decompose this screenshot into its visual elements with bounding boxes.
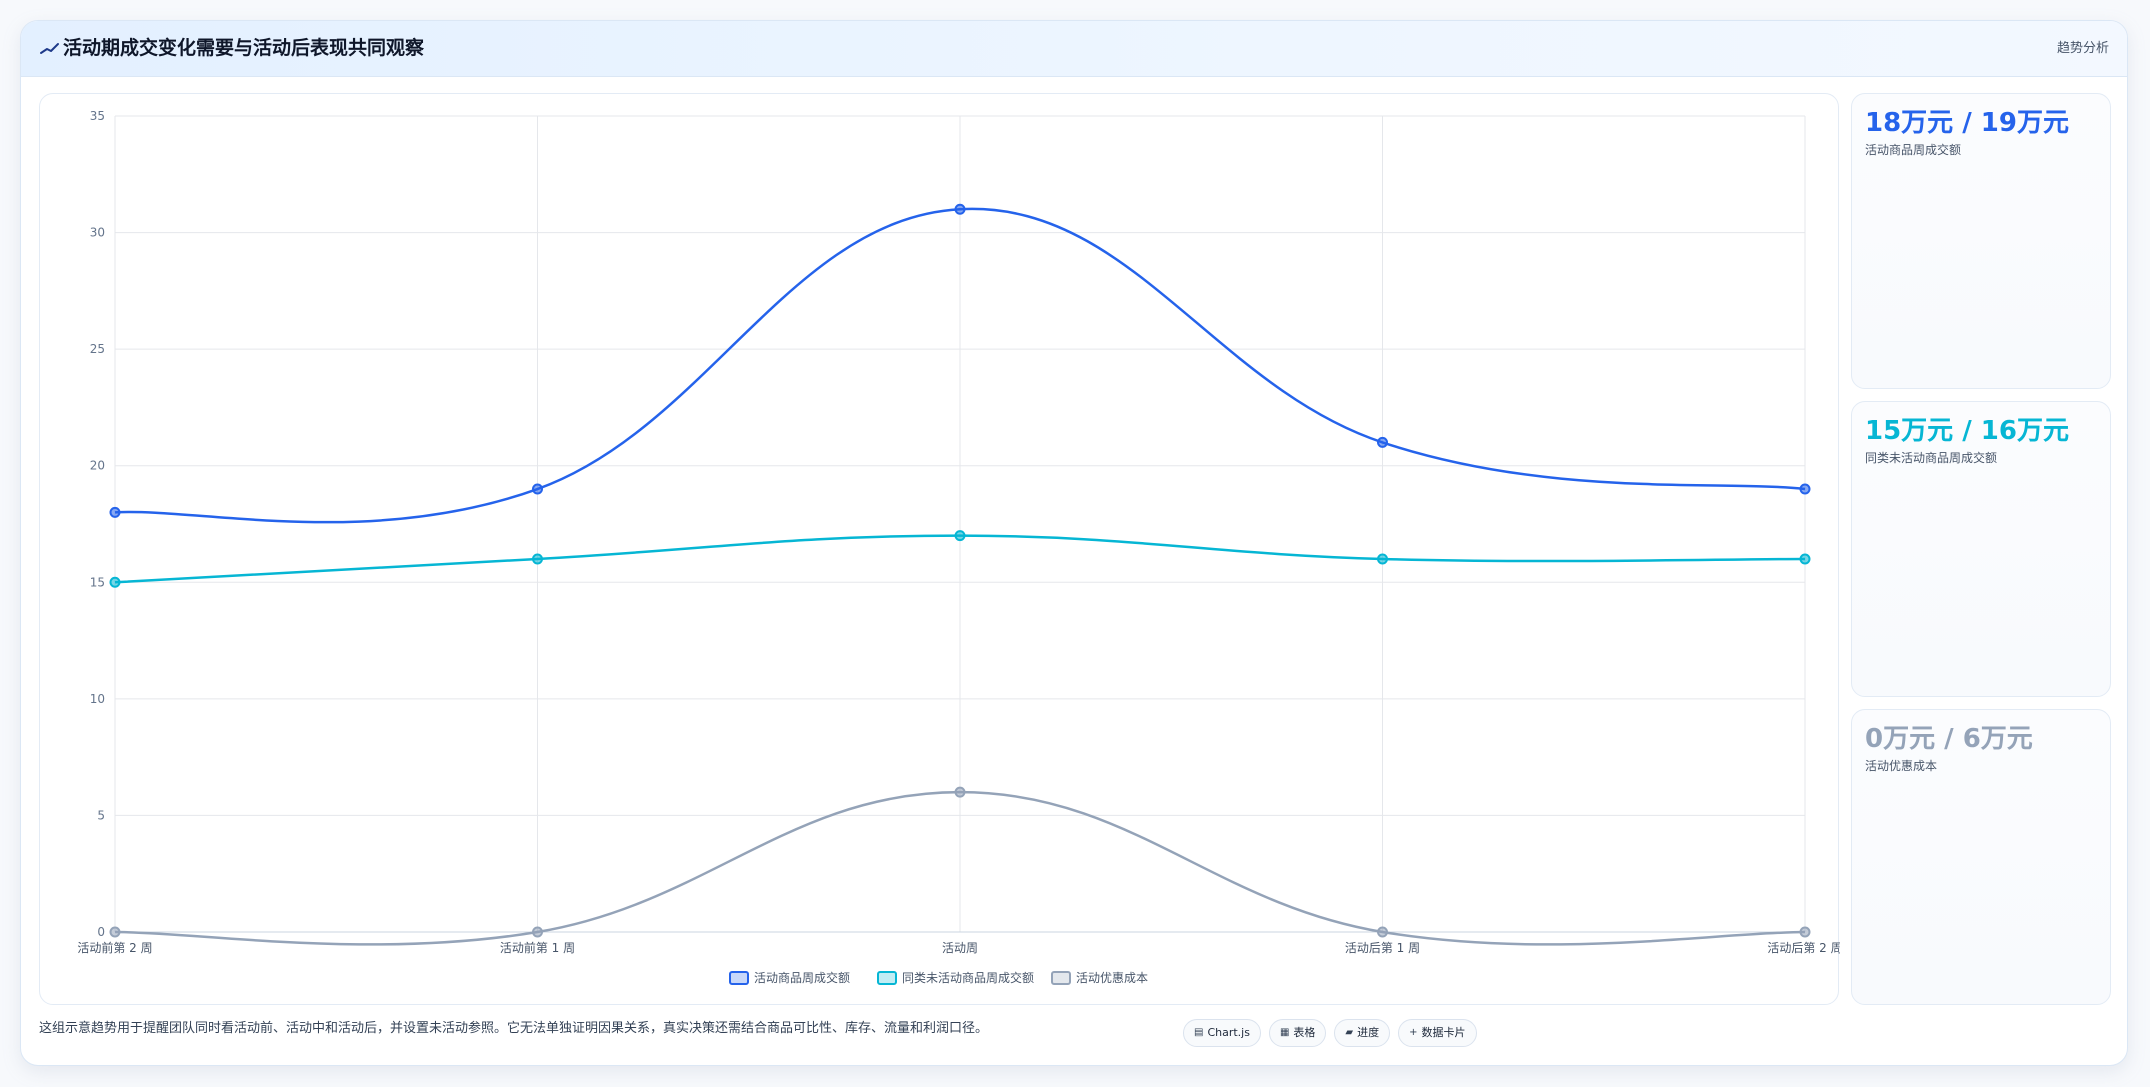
x-tick-label: 活动前第 1 周 — [500, 940, 575, 955]
y-tick-label: 15 — [90, 575, 105, 589]
page-title: 活动期成交变化需要与活动后表现共同观察 — [63, 37, 425, 59]
card-header: 活动期成交变化需要与活动后表现共同观察 趋势分析 — [21, 21, 2127, 77]
stat-card-activity-sales: 18万元 / 19万元 活动商品周成交额 — [1851, 93, 2111, 389]
line-chart: 0 5 10 15 20 25 30 35 活动前第 2 周 活动前第 1 周 活动周 活动后第 1 … — [77, 109, 1840, 985]
trend-icon — [40, 43, 59, 54]
chart-panel: 0 5 10 15 20 25 30 35 活动前第 2 周 活动前第 1 周 活动周 活动后第 1 … — [39, 93, 1840, 1005]
data-point — [109, 926, 121, 938]
data-point — [954, 786, 966, 798]
chartjs-button-label: Chart.js — [1207, 1026, 1250, 1039]
data-point — [109, 576, 121, 588]
data-point — [954, 530, 966, 542]
data-point — [1377, 553, 1388, 565]
data-card-button[interactable]: + 数据卡片 — [1398, 1019, 1477, 1047]
x-tick-label: 活动前第 2 周 — [77, 940, 152, 955]
data-card-button-label: 数据卡片 — [1421, 1026, 1466, 1039]
x-tick-label: 活动周 — [942, 941, 978, 955]
stat-label: 同类未活动商品周成交额 — [1865, 451, 1998, 465]
data-point — [954, 203, 966, 215]
progress-button[interactable]: ▰ 进度 — [1334, 1019, 1391, 1047]
x-tick-label: 活动后第 2 周 — [1767, 941, 1840, 955]
x-tick-label: 活动后第 1 周 — [1345, 941, 1420, 955]
data-point — [1377, 436, 1388, 448]
data-point — [532, 926, 543, 938]
stat-card-discount-cost: 0万元 / 6万元 活动优惠成本 — [1851, 709, 2111, 1005]
y-tick-label: 30 — [90, 226, 105, 240]
y-tick-label: 10 — [90, 692, 105, 706]
chartjs-button[interactable]: ▤ Chart.js — [1183, 1019, 1261, 1047]
data-point — [532, 483, 543, 495]
legend-label: 活动商品周成交额 — [754, 970, 850, 985]
data-point — [1799, 926, 1811, 938]
stat-label: 活动商品周成交额 — [1865, 143, 1962, 157]
progress-icon: ▰ — [1345, 1027, 1354, 1038]
chart-icon: ▤ — [1194, 1027, 1204, 1038]
stat-value: 0万元 / 6万元 — [1865, 724, 2033, 754]
table-button[interactable]: ▦ 表格 — [1268, 1019, 1327, 1047]
y-tick-label: 0 — [97, 925, 105, 939]
legend-label: 活动优惠成本 — [1076, 971, 1148, 985]
progress-button-label: 进度 — [1357, 1026, 1380, 1039]
data-point — [1799, 553, 1811, 565]
footer-buttons: ▤ Chart.js ▦ 表格 ▰ 进度 + 数据卡片 — [1183, 1019, 1477, 1047]
legend-swatch — [1051, 971, 1071, 985]
plus-icon: + — [1409, 1027, 1418, 1038]
dashboard-card: 活动期成交变化需要与活动后表现共同观察 趋势分析 0 5 10 15 20 25 30 35 活… — [20, 20, 2128, 1066]
data-point — [1799, 483, 1811, 495]
y-tick-label: 25 — [90, 342, 105, 356]
y-tick-label: 35 — [90, 109, 105, 123]
stat-card-control-sales: 15万元 / 16万元 同类未活动商品周成交额 — [1851, 401, 2111, 697]
legend-label: 同类未活动商品周成交额 — [902, 970, 1034, 985]
table-icon: ▦ — [1279, 1027, 1290, 1038]
legend-swatch — [729, 971, 749, 985]
stat-label: 活动优惠成本 — [1865, 759, 1938, 773]
y-tick-label: 20 — [90, 459, 105, 473]
y-tick-label: 5 — [97, 808, 105, 822]
data-point — [1377, 926, 1388, 938]
footer-note: 这组示意趋势用于提醒团队同时看活动前、活动中和活动后，并设置未活动参照。它无法单… — [39, 1021, 989, 1036]
data-point — [532, 553, 543, 565]
stat-value: 15万元 / 16万元 — [1865, 416, 2069, 446]
legend-swatch — [877, 971, 897, 985]
table-button-label: 表格 — [1293, 1026, 1316, 1039]
data-point — [109, 506, 121, 518]
stat-value: 18万元 / 19万元 — [1865, 108, 2069, 138]
header-tag: 趋势分析 — [2056, 41, 2109, 56]
